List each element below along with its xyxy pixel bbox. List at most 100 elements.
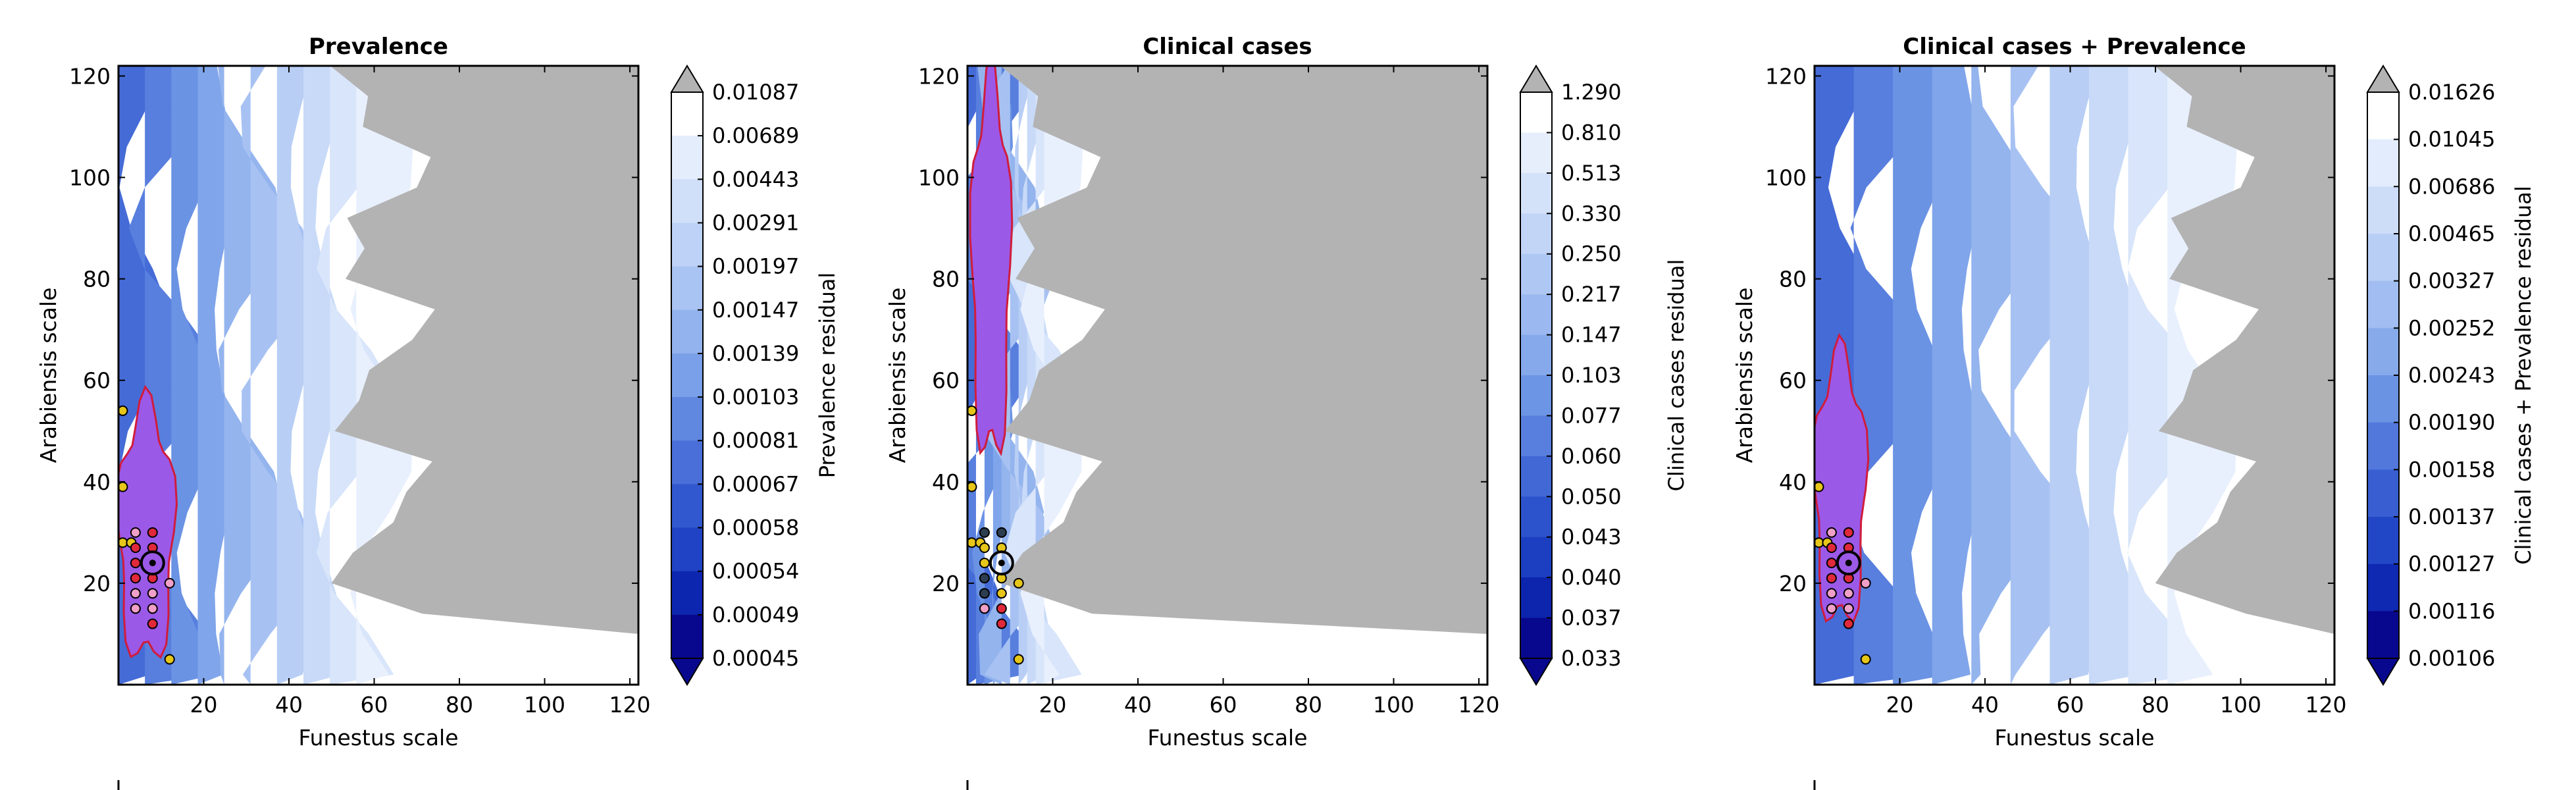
colorbar-segment — [1520, 537, 1552, 579]
colorbar-tick-label: 0.513 — [1561, 161, 1622, 186]
colorbar-segment — [1520, 334, 1552, 376]
colorbar-tick-label: 0.00137 — [2408, 504, 2495, 529]
contour-band — [1893, 66, 1953, 685]
colorbar-frame — [671, 92, 704, 659]
axes-frame — [966, 65, 1489, 686]
colorbar-under-arrow — [1519, 658, 1553, 686]
colorbar-segment — [2367, 328, 2399, 376]
x-tick-label: 20 — [1039, 692, 1067, 718]
x-tick-label: 100 — [524, 692, 565, 718]
contour-band — [1932, 66, 1981, 685]
sample-point — [979, 588, 990, 599]
panel-2: 20 40 60 80 100 120 20 40 60 80 100 120 Clinical cas… — [885, 34, 1689, 790]
colorbar-segment — [2367, 422, 2399, 471]
colorbar-segment — [1520, 577, 1552, 619]
panel-1: 20 40 60 80 100 120 20 40 60 80 100 120 Prevalence Fu… — [36, 34, 840, 790]
chart-title: Clinical cases + Prevalence — [1903, 34, 2246, 60]
colorbar-tick-label: 0.01045 — [2408, 127, 2495, 152]
colorbar-tick-label: 1.290 — [1561, 80, 1622, 105]
sample-point — [130, 542, 141, 553]
colorbar-tick-label: 0.00197 — [712, 254, 799, 279]
contour-field — [967, 66, 1487, 685]
colorbar-tick-label: 0.00067 — [712, 471, 799, 496]
out-of-range-region — [2154, 66, 2334, 634]
colorbar-over-arrow — [2366, 65, 2400, 93]
sample-point — [1013, 654, 1024, 665]
contour-band — [276, 66, 317, 685]
x-tick-label: 40 — [1124, 692, 1152, 718]
colorbar-segment — [671, 309, 703, 354]
contour-band — [1020, 66, 1083, 685]
colorbar-segment — [671, 571, 703, 616]
colorbar: 0.01626 0.01045 0.00686 0.00465 0.00327 0.002… — [2366, 65, 2536, 686]
colorbar-tick-label: 0.033 — [1561, 646, 1622, 671]
best-fit-marker — [1836, 550, 1861, 576]
colorbar-segment — [2367, 139, 2399, 188]
colorbar-tick-label: 0.00689 — [712, 123, 799, 148]
colorbar-tick-label: 0.00058 — [712, 515, 799, 540]
sample-point — [979, 558, 990, 569]
colorbar-under-arrow — [670, 658, 704, 686]
y-tick-label: 60 — [1779, 368, 1807, 394]
sample-point — [979, 573, 990, 584]
x-tick-label: 40 — [1971, 692, 1999, 718]
colorbar-segment — [2367, 234, 2399, 282]
sample-point — [1826, 603, 1837, 614]
best-fit-center — [149, 560, 156, 567]
colorbar-segment — [2367, 186, 2399, 234]
colorbar-label: Clinical cases + Prevalence residual — [2511, 186, 2536, 564]
colorbar-segment — [2367, 564, 2399, 612]
colorbar-segment — [671, 353, 703, 398]
colorbar-segment — [1520, 415, 1552, 457]
sample-point — [1813, 481, 1824, 492]
y-tick-label: 80 — [83, 267, 111, 292]
colorbar-segment — [671, 179, 703, 224]
best-fit-marker — [989, 550, 1014, 576]
colorbar-under-arrow — [2366, 658, 2400, 686]
colorbar-segment — [2367, 611, 2399, 659]
colorbar-tick-label: 0.103 — [1561, 363, 1622, 388]
colorbar-segment — [1520, 618, 1552, 659]
colorbar-over-arrow — [1519, 65, 1553, 93]
colorbar-tick-label: 0.00443 — [712, 167, 799, 192]
low-residual-region — [969, 66, 1014, 457]
sample-point — [996, 618, 1007, 629]
colorbar-tick-label: 0.00106 — [2408, 646, 2495, 671]
sample-point — [117, 405, 128, 416]
sample-point — [1826, 558, 1837, 569]
contour-band — [2089, 66, 2144, 685]
sample-point — [966, 405, 977, 416]
colorbar-segment — [2367, 92, 2399, 140]
y-tick-label: 20 — [1779, 571, 1807, 596]
sample-point — [1860, 577, 1871, 589]
colorbar-segment — [671, 92, 703, 137]
sample-point — [117, 481, 128, 492]
y-axis-label: Arabiensis scale — [885, 288, 910, 463]
x-tick-label: 100 — [2220, 692, 2261, 718]
x-tick-label: 60 — [2057, 692, 2084, 718]
y-tick-label: 120 — [69, 63, 111, 89]
sample-point — [1813, 537, 1824, 548]
contour-band — [2127, 66, 2207, 685]
colorbar-segment — [1520, 496, 1552, 538]
y-tick-label: 100 — [69, 165, 111, 191]
best-fit-center — [998, 560, 1005, 567]
colorbar-segment — [1520, 294, 1552, 336]
colorbar-tick-label: 0.00686 — [2408, 174, 2495, 199]
sample-point — [1826, 588, 1837, 599]
sample-point — [130, 573, 141, 584]
y-tick-label: 20 — [83, 571, 111, 596]
colorbar-segment — [1520, 132, 1552, 174]
colorbar-tick-label: 0.330 — [1561, 201, 1622, 226]
colorbar-label: Prevalence residual — [815, 273, 840, 479]
colorbar-tick-label: 0.00045 — [712, 646, 799, 671]
sample-point — [979, 603, 990, 614]
sample-point — [130, 603, 141, 614]
x-tick-label: 100 — [1373, 692, 1414, 718]
colorbar-segment — [671, 266, 703, 311]
colorbar-tick-label: 0.00054 — [712, 559, 799, 584]
y-tick-label: 120 — [918, 63, 960, 89]
colorbar-over-arrow — [670, 65, 704, 93]
contour-band — [171, 66, 219, 685]
